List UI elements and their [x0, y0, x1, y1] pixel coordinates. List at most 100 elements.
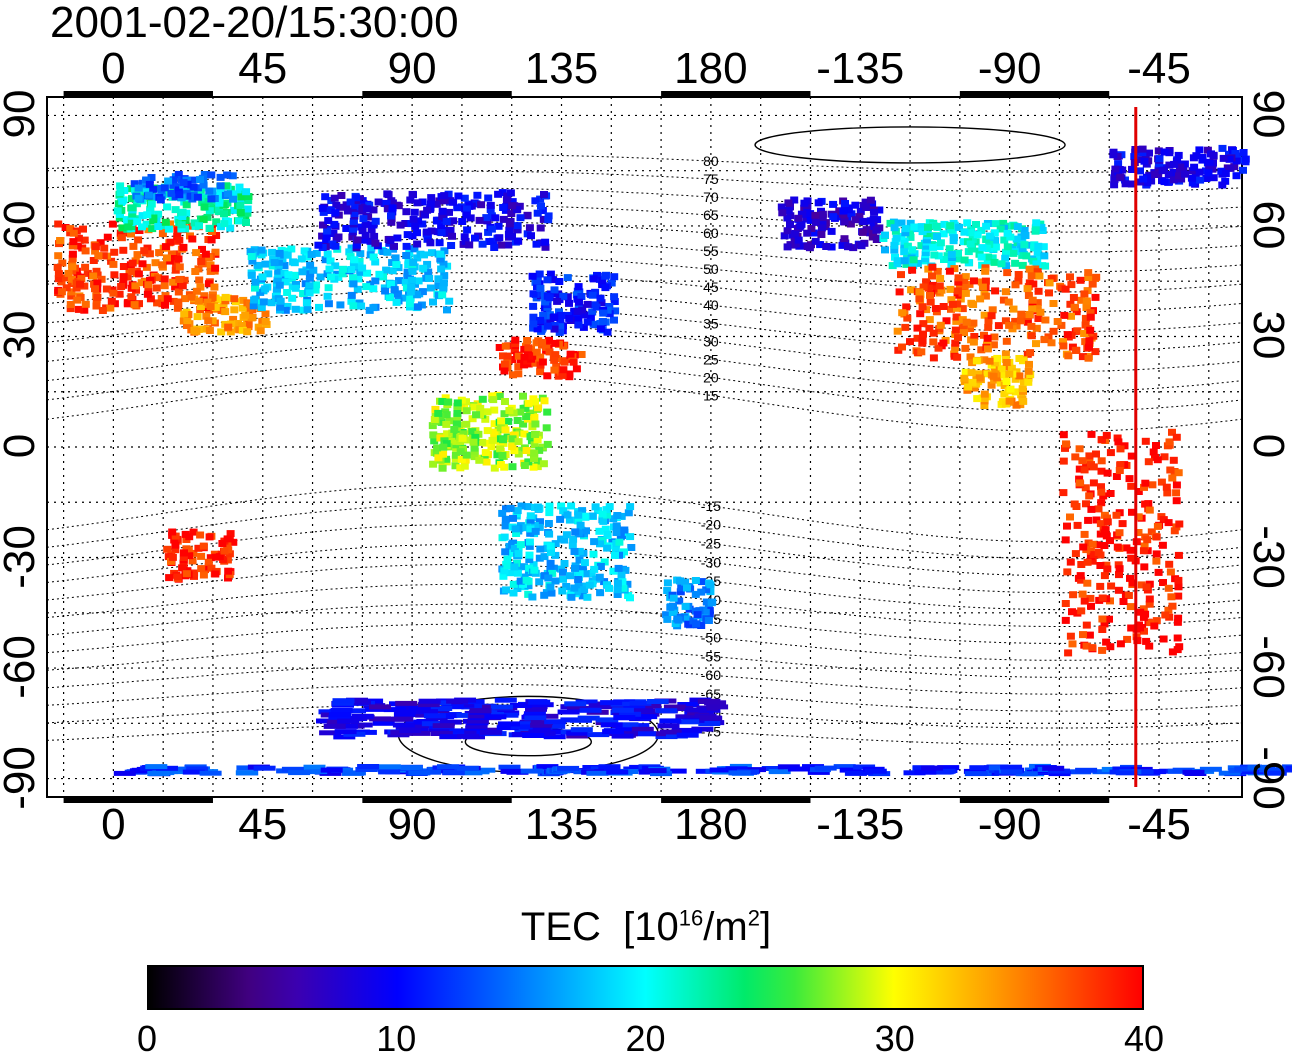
- tec-cell: [897, 271, 905, 278]
- tec-cell: [505, 227, 513, 234]
- tec-cell: [262, 318, 270, 325]
- longitude-tick-label-top: -45: [1127, 44, 1191, 94]
- tec-cell: [1026, 349, 1034, 356]
- tec-cell: [404, 231, 412, 238]
- longitude-tick-label-bottom: -45: [1127, 800, 1191, 850]
- tec-cell: [1078, 457, 1086, 464]
- tec-cell: [978, 254, 986, 261]
- tec-cell: [1069, 591, 1077, 598]
- tec-cell: [254, 766, 276, 771]
- tec-cell: [375, 271, 383, 278]
- tec-cell: [557, 766, 579, 771]
- tec-cell: [188, 294, 196, 301]
- tec-cell: [169, 554, 177, 561]
- tec-cell: [491, 214, 499, 221]
- tec-cell: [443, 306, 451, 313]
- tec-cell: [349, 274, 357, 281]
- tec-cell: [157, 196, 165, 203]
- magnetic-latitude-label: 15: [703, 387, 719, 403]
- tec-cell: [426, 239, 434, 246]
- tec-cell: [471, 235, 479, 242]
- tec-cell: [502, 343, 510, 350]
- tec-cell: [147, 771, 169, 776]
- tec-cell: [571, 727, 593, 732]
- tec-cell: [1086, 327, 1094, 334]
- tec-cell: [497, 242, 505, 249]
- tec-cell: [117, 283, 125, 290]
- tec-cell: [528, 700, 550, 705]
- tec-cell: [463, 407, 471, 414]
- tec-cell: [331, 195, 339, 202]
- tec-cell: [948, 251, 956, 258]
- tec-cell: [1169, 648, 1177, 655]
- tec-cell: [1022, 252, 1030, 259]
- tec-cell: [626, 533, 634, 540]
- tec-cell: [419, 265, 427, 272]
- longitude-tick-label-top: 45: [238, 44, 287, 94]
- tec-cell: [527, 232, 535, 239]
- tec-cell: [463, 226, 471, 233]
- tec-cell: [1146, 507, 1154, 514]
- tec-cell: [205, 188, 213, 195]
- tec-cell: [524, 344, 532, 351]
- tec-cell: [447, 242, 455, 249]
- tec-cell: [670, 595, 678, 602]
- tec-cell: [1167, 569, 1175, 576]
- tec-cell: [75, 306, 83, 313]
- tec-cell: [1026, 311, 1034, 318]
- magnetic-latitude-label: 50: [703, 261, 719, 277]
- tec-cell: [168, 529, 176, 536]
- tec-cell: [135, 195, 143, 202]
- tec-cell: [862, 204, 870, 211]
- tec-cell: [162, 219, 170, 226]
- tec-cell: [580, 708, 602, 713]
- tec-cell: [1092, 451, 1100, 458]
- tec-cell: [304, 306, 312, 313]
- tec-cell: [1096, 583, 1104, 590]
- tec-cell: [852, 216, 860, 223]
- tec-cell: [224, 190, 232, 197]
- tec-cell: [165, 226, 173, 233]
- tec-cell: [1107, 449, 1115, 456]
- tec-cell: [1060, 458, 1068, 465]
- tec-cell: [220, 210, 228, 217]
- tec-cell: [409, 191, 417, 198]
- tec-cell: [1169, 603, 1177, 610]
- tec-cell: [615, 539, 623, 546]
- tec-cell: [535, 578, 543, 585]
- tec-cell: [984, 345, 992, 352]
- tec-cell: [1005, 322, 1013, 329]
- tec-cell: [434, 454, 442, 461]
- tec-cell: [676, 577, 684, 584]
- tec-cell: [1097, 489, 1105, 496]
- tec-cell: [224, 535, 232, 542]
- tec-cell: [197, 553, 205, 560]
- latitude-tick-label-right: 30: [1243, 275, 1292, 395]
- tec-cell: [489, 396, 497, 403]
- tec-cell: [381, 288, 389, 295]
- tec-cell: [453, 410, 461, 417]
- tec-cell: [1003, 378, 1011, 385]
- tec-cell: [242, 188, 250, 195]
- tec-cell: [420, 251, 428, 258]
- tec-cell: [806, 244, 814, 251]
- tec-cell: [163, 203, 171, 210]
- tec-cell: [601, 284, 609, 291]
- tec-cell: [1141, 480, 1149, 487]
- tec-cell: [1196, 177, 1204, 184]
- tec-cell: [217, 174, 225, 181]
- tec-cell: [399, 728, 421, 733]
- tec-cell: [183, 317, 191, 324]
- tec-cell: [1163, 484, 1171, 491]
- tec-cell: [369, 285, 377, 292]
- tec-cell: [1115, 587, 1123, 594]
- longitude-tick-label-bottom: 180: [674, 800, 747, 850]
- tec-cell: [1070, 294, 1078, 301]
- tec-cell: [349, 302, 357, 309]
- tec-cell: [195, 277, 203, 284]
- tec-cell: [419, 699, 441, 704]
- tec-cell: [407, 284, 415, 291]
- tec-cell: [610, 273, 618, 280]
- tec-cell: [1173, 434, 1181, 441]
- tec-cell: [859, 218, 867, 225]
